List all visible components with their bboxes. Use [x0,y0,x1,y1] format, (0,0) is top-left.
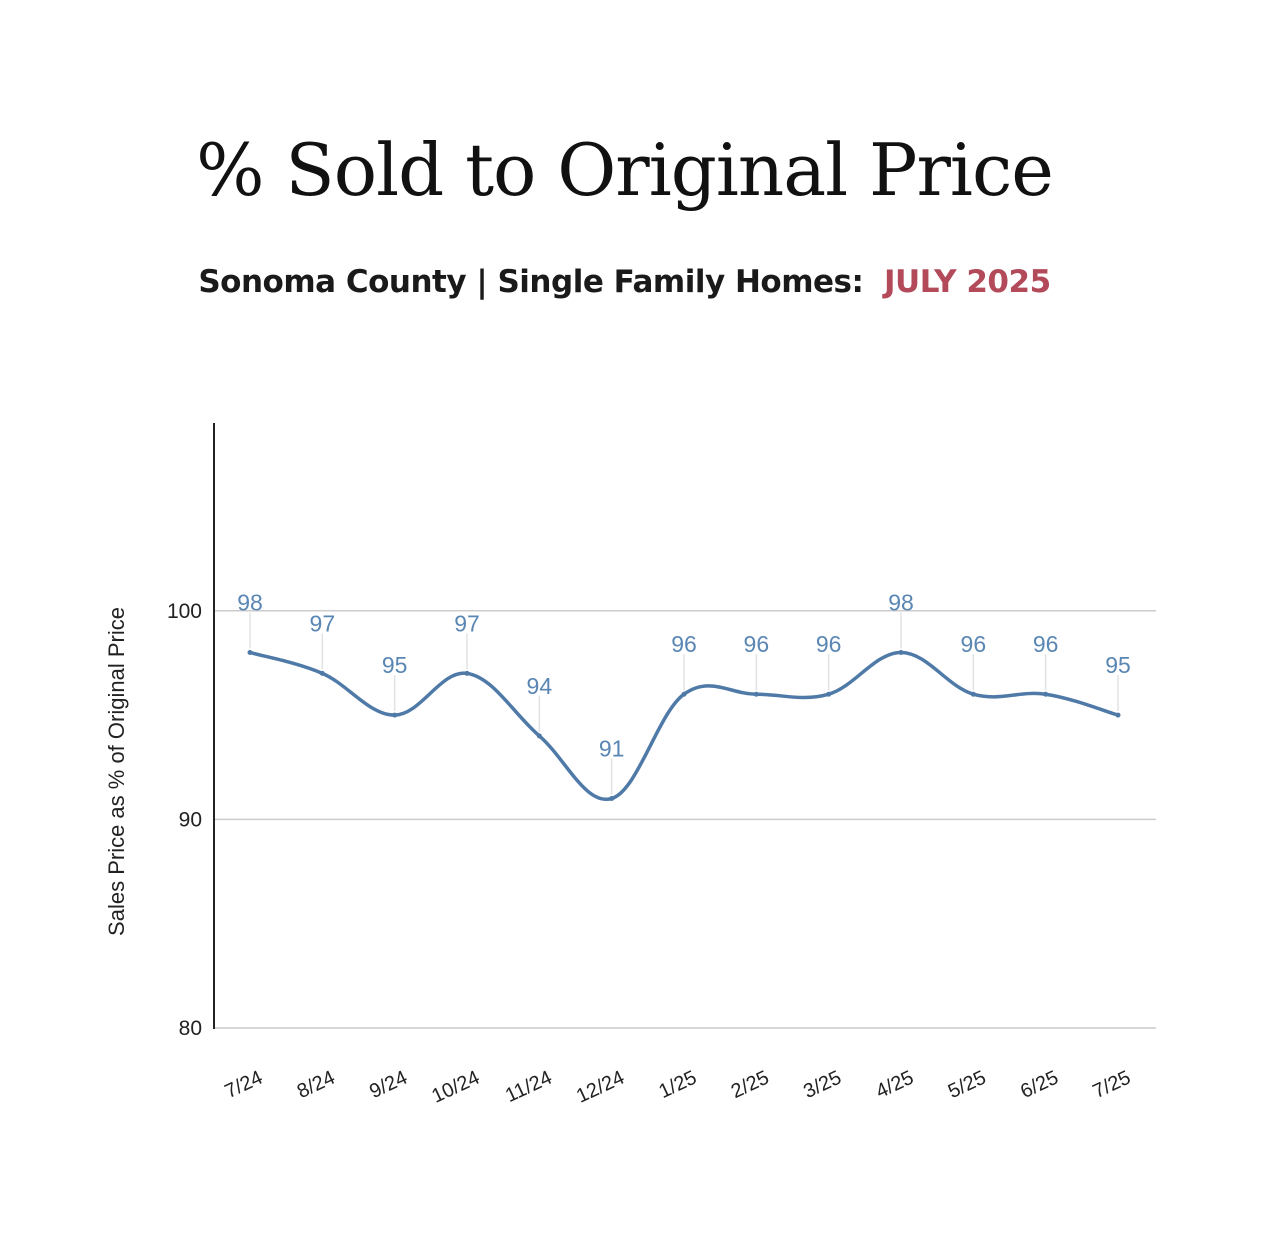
data-label: 98 [237,589,263,615]
data-label: 94 [527,673,553,699]
y-tick-label: 100 [167,600,202,623]
y-tick-label: 80 [179,1017,202,1040]
data-point [464,670,470,676]
data-point [247,649,253,655]
data-point [609,796,615,802]
y-axis-ticks: 80 90 100 [167,600,202,1040]
x-tick-label: 3/25 [800,1067,845,1103]
grid-lines [214,610,1156,1029]
data-label: 96 [671,631,697,657]
data-label: 91 [599,736,625,762]
x-tick-label: 6/25 [1017,1067,1062,1103]
x-tick-label: 5/25 [945,1067,990,1103]
x-tick-label: 9/24 [366,1067,411,1103]
data-point [319,670,325,676]
x-tick-label: 8/24 [294,1067,339,1103]
data-point [681,691,687,697]
data-label: 96 [1033,631,1059,657]
data-point [1115,712,1121,718]
chart-title: % Sold to Original Price [196,128,1054,212]
x-axis-ticks: 7/24 8/24 9/24 10/24 11/24 12/24 1/25 2/25 3/25 4… [222,1067,1135,1108]
data-point [898,649,904,655]
subtitle-highlight: JULY 2025 [883,264,1051,300]
data-point [970,691,976,697]
x-tick-label: 12/24 [573,1067,628,1108]
data-label: 96 [961,631,987,657]
data-point [753,691,759,697]
label-guides [249,612,1119,795]
x-tick-label: 2/25 [728,1067,773,1103]
x-tick-label: 7/25 [1090,1067,1135,1103]
data-label: 98 [888,589,914,615]
data-label: 95 [382,652,408,678]
subtitle-main: Sonoma County | Single Family Homes: [198,264,864,300]
data-label: 97 [454,610,480,636]
y-tick-label: 90 [179,808,202,831]
data-labels: 98 97 95 97 94 91 96 96 96 98 96 96 95 [237,589,1131,761]
data-point [1043,691,1049,697]
x-tick-label: 7/24 [222,1067,267,1103]
data-label: 96 [816,631,842,657]
y-axis-label: Sales Price as % of Original Price [104,607,129,936]
data-label: 96 [744,631,770,657]
data-label: 95 [1105,652,1131,678]
chart-subtitle: Sonoma County | Single Family Homes: JUL… [0,264,1249,300]
series-layer [247,649,1121,802]
data-label: 97 [310,610,336,636]
x-tick-label: 4/25 [873,1067,918,1103]
data-point [392,712,398,718]
data-point [826,691,832,697]
x-tick-label: 11/24 [502,1067,555,1107]
data-point [536,733,542,739]
x-tick-label: 10/24 [428,1067,483,1108]
x-tick-label: 1/25 [656,1067,701,1103]
